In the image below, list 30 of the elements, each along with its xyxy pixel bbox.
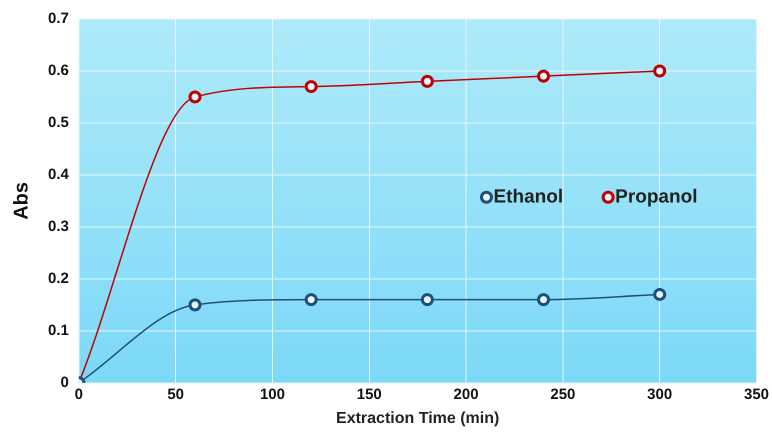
y-tick-label: 0.2 [48,270,69,287]
point [420,293,434,306]
y-tick-label: 0.5 [48,114,69,132]
y-axis-title: Abs [10,182,33,220]
x-tick-label: 250 [550,386,576,403]
x-tick-label: 100 [260,386,285,403]
point [653,64,666,78]
point [420,74,434,88]
y-tick-label: 0.3 [48,218,69,236]
x-tick-label: 50 [167,386,184,403]
x-axis-title: Extraction Time (min) [336,410,500,427]
y-tick-label: 0.6 [48,62,69,80]
y-tick-label: 0.4 [48,166,70,184]
x-tick-label: 150 [356,386,382,403]
legend-label: Ethanol [493,186,564,208]
point [537,293,550,306]
x-tick-label: 200 [454,386,479,403]
point [304,293,318,306]
legend-label: Propanol [615,186,698,208]
point [304,80,318,94]
x-tick-label: 0 [74,386,84,403]
y-tick-label: 0.7 [48,10,69,28]
point [188,90,202,104]
y-tick-label: 0.1 [48,322,69,339]
x-tick-label: 300 [647,386,672,403]
point [537,70,550,83]
x-tick-label: 350 [744,386,769,403]
y-tick-label: 0 [60,374,69,391]
point [653,288,666,301]
point [188,298,202,312]
